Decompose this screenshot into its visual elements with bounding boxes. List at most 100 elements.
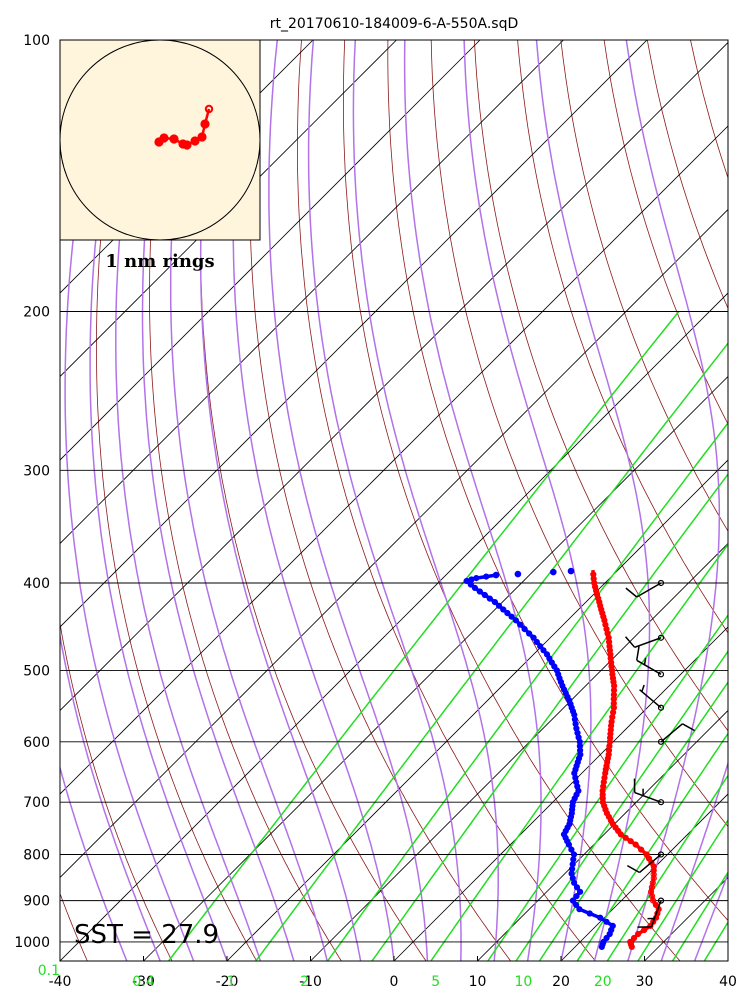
pressure-tick-label: 100 (23, 33, 50, 49)
wind-barb-station (657, 671, 665, 678)
dewpoint-profile-point (533, 638, 540, 646)
dry-adiabat-line (734, 40, 750, 961)
wind-barb-station (657, 851, 665, 858)
pressure-tick-label: 800 (23, 847, 50, 863)
temperature-profile-point (641, 926, 648, 934)
moist-adiabat-line (535, 40, 651, 961)
temperature-profile-point (590, 571, 597, 578)
dewpoint-profile-point (491, 599, 498, 606)
wind-barb-feather (626, 864, 640, 874)
temperature-profile-point (652, 901, 660, 909)
chart-title: rt_20170610-184009-6-A-550A.sqD (270, 16, 519, 32)
dewpoint-profile-point (512, 617, 520, 624)
moist-adiabat-line (169, 40, 328, 961)
isotherm-line (310, 542, 728, 961)
dewpoint-profile-point (597, 914, 604, 921)
mixing-ratio-line (576, 732, 728, 961)
hodograph-point (190, 136, 200, 146)
hodograph-point (204, 104, 214, 114)
wind-barb (625, 579, 665, 598)
mixing-ratio-label: 2 (300, 974, 309, 990)
dewpoint-profile-point (540, 647, 547, 654)
dewpoint-profile-point (517, 621, 524, 628)
dry-adiabat-line (60, 892, 88, 961)
temperature-profile-point (631, 934, 638, 942)
wind-barb-station (657, 799, 665, 806)
temperature-tick-label: 10 (469, 974, 487, 990)
moist-adiabat-line (352, 40, 499, 961)
hodograph-ring-label: 1 nm rings (105, 251, 214, 272)
temperature-profile-point (648, 884, 656, 891)
moist-adiabat-line (141, 40, 295, 961)
mixing-ratio-line (326, 421, 728, 961)
temperature-tick-label: 30 (636, 974, 654, 990)
dry-adiabat-line (60, 40, 173, 961)
mixing-ratio-label: 1 (227, 974, 236, 990)
mixing-ratio-line (255, 342, 728, 961)
dewpoint-profile-point (568, 846, 575, 853)
dewpoint-profile-point (586, 910, 593, 917)
dewpoint-profile-point (500, 606, 507, 613)
temperature-profile-point (648, 888, 655, 895)
wind-barb-feather (636, 646, 640, 661)
isotherm-line (60, 40, 481, 461)
sst-label: SST = 27.9 (74, 920, 219, 950)
dewpoint-profile-point (476, 588, 483, 595)
temperature-tick-label: -10 (299, 974, 322, 990)
temperature-profile-point (632, 841, 639, 848)
wind-barb-station (657, 704, 665, 711)
temperature-tick-label: 0 (390, 974, 399, 990)
pressure-tick-label: 700 (23, 795, 50, 811)
dewpoint-profile-point (504, 610, 511, 617)
dry-adiabat-line (343, 40, 681, 961)
pressure-tick-label: 600 (23, 735, 50, 751)
temperature-profile-point (622, 834, 629, 841)
dewpoint-profile-point (576, 906, 583, 913)
wind-barb-staff (634, 637, 662, 649)
wind-barb-station (657, 738, 665, 745)
dewpoint-profile-point (577, 888, 584, 895)
pressure-tick-label: 300 (23, 463, 50, 479)
wind-barb (624, 634, 665, 649)
moist-adiabat-line (232, 40, 395, 961)
hodograph-point (182, 140, 192, 150)
mixing-ratio-line (371, 472, 728, 961)
dry-adiabat-line (296, 40, 596, 961)
pressure-tick-label: 500 (23, 663, 50, 679)
wind-barb-staff (634, 791, 662, 803)
moist-adiabat-line (115, 40, 262, 961)
wind-barb (633, 778, 665, 806)
dry-adiabat-line (387, 40, 728, 922)
temperature-profile-point (627, 838, 634, 845)
hodograph-point (197, 132, 207, 142)
temperature-tick-label: 20 (552, 974, 570, 990)
moist-adiabat-line (307, 40, 462, 961)
wind-barb-staff (639, 689, 662, 709)
dewpoint-profile-point (514, 570, 522, 578)
dry-adiabat-line (95, 40, 258, 961)
wind-barb-feather (624, 636, 636, 648)
dry-adiabat-line (249, 40, 512, 961)
wind-barb-staff (660, 723, 683, 743)
pressure-tick-label: 400 (23, 576, 50, 592)
isotherm-line (60, 125, 728, 795)
dewpoint-profile-point (569, 897, 577, 904)
wind-barb-staff (636, 582, 662, 598)
wind-barb-feather (625, 587, 638, 598)
temperature-profile-point (650, 875, 657, 882)
wind-barb-half-feather (641, 684, 645, 692)
mixing-ratio-line (168, 311, 680, 961)
isotherm-line (727, 960, 728, 961)
dry-adiabat-line (560, 40, 728, 532)
mixing-ratio-label: 0.4 (132, 974, 154, 990)
mixing-ratio-line (515, 650, 728, 961)
dewpoint-profile-point (570, 851, 578, 858)
pressure-tick-label: 200 (23, 304, 50, 320)
wind-barb-staff (650, 900, 662, 928)
isotherm-line (226, 459, 728, 961)
moist-adiabat-line (199, 40, 362, 961)
dewpoint-profile-point (471, 584, 478, 592)
moist-adiabat-line (60, 40, 161, 961)
mixing-ratio-label: 0.1 (38, 963, 60, 979)
